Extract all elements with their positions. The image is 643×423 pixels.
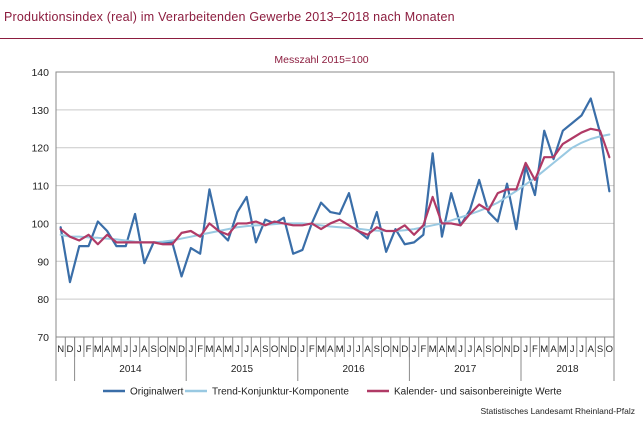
x-tick-label-2: J — [77, 344, 82, 355]
x-tick-label-0: N — [57, 344, 64, 355]
y-tick-label-120: 120 — [31, 143, 49, 155]
legend-label-3: Kalender- und saisonbereinigte Werte — [394, 387, 562, 398]
x-tick-label-39: F — [420, 344, 426, 355]
x-tick-label-40: M — [429, 344, 437, 355]
x-tick-label-19: J — [235, 344, 240, 355]
x-tick-label-14: J — [188, 344, 193, 355]
x-tick-label-28: M — [317, 344, 325, 355]
x-tick-label-3: F — [86, 344, 92, 355]
series-lines — [59, 97, 611, 284]
x-tick-label-44: J — [467, 344, 472, 355]
x-tick-label-42: M — [447, 344, 455, 355]
x-tick-label-6: M — [112, 344, 120, 355]
x-tick-label-23: O — [271, 344, 278, 355]
x-tick-label-7: J — [123, 344, 128, 355]
x-tick-label-12: N — [169, 344, 176, 355]
x-tick-label-48: N — [504, 344, 511, 355]
x-tick-label-47: O — [494, 344, 501, 355]
legend-label-2: Trend-Konjunktur-Komponente — [212, 387, 349, 398]
x-tick-label-36: N — [392, 344, 399, 355]
year-label-2018: 2018 — [556, 364, 579, 375]
y-tick-label-110: 110 — [32, 181, 49, 193]
series-line-2 — [59, 133, 611, 244]
plot-frame — [55, 71, 615, 338]
x-tick-label-45: A — [476, 344, 483, 355]
year-label-2017: 2017 — [454, 364, 477, 375]
x-tick-label-50: J — [523, 344, 528, 355]
title-rule — [0, 38, 643, 39]
y-tick-label-90: 90 — [37, 256, 49, 268]
x-tick-label-54: M — [559, 344, 567, 355]
x-tick-label-17: A — [216, 344, 223, 355]
x-tick-label-49: D — [513, 344, 520, 355]
y-tick-label-70: 70 — [37, 332, 49, 344]
x-tick-label-33: A — [364, 344, 371, 355]
x-tick-label-41: A — [439, 344, 446, 355]
series-line-1 — [59, 97, 611, 284]
gridlines — [56, 71, 614, 300]
y-tick-label-100: 100 — [31, 218, 49, 230]
x-tick-label-32: J — [356, 344, 361, 355]
year-label-2016: 2016 — [342, 364, 365, 375]
x-tick-label-21: A — [253, 344, 260, 355]
legend-label-1: Originalwert — [130, 387, 184, 398]
x-tick-label-31: J — [347, 344, 352, 355]
x-tick-label-13: D — [178, 344, 185, 355]
x-tick-label-55: J — [570, 344, 575, 355]
x-tick-label-59: O — [606, 344, 613, 355]
x-tick-label-22: S — [262, 344, 268, 355]
x-tick-label-56: J — [579, 344, 584, 355]
y-tick-label-130: 130 — [31, 105, 49, 117]
year-label-2014: 2014 — [119, 364, 142, 375]
x-tick-label-53: A — [550, 344, 557, 355]
x-tick-label-38: J — [412, 344, 417, 355]
plot-border — [55, 71, 615, 338]
year-label-2015: 2015 — [231, 364, 254, 375]
x-tick-label-37: D — [401, 344, 408, 355]
x-tick-label-29: A — [327, 344, 334, 355]
series-line-3 — [59, 127, 611, 246]
x-tick-label-57: A — [588, 344, 595, 355]
x-tick-label-20: J — [244, 344, 249, 355]
x-tick-label-25: D — [290, 344, 297, 355]
x-tick-label-15: F — [197, 344, 203, 355]
source-note: Statistisches Landesamt Rheinland-Pfalz — [480, 406, 636, 416]
x-tick-label-9: A — [141, 344, 148, 355]
x-tick-label-58: S — [597, 344, 603, 355]
x-tick-label-30: M — [336, 344, 344, 355]
x-tick-label-18: M — [224, 344, 232, 355]
x-tick-label-11: O — [159, 344, 166, 355]
chart-subtitle: Messzahl 2015=100 — [274, 54, 369, 66]
x-tick-label-35: O — [382, 344, 389, 355]
y-tick-label-140: 140 — [31, 67, 49, 79]
x-tick-label-24: N — [280, 344, 287, 355]
x-tick-label-10: S — [150, 344, 156, 355]
x-tick-label-1: D — [67, 344, 74, 355]
x-tick-label-34: S — [374, 344, 380, 355]
x-tick-label-52: M — [540, 344, 548, 355]
legend: Originalwert Trend-Konjunktur-Komponente K… — [103, 387, 562, 398]
x-tick-label-8: J — [133, 344, 138, 355]
x-tick-label-26: J — [300, 344, 305, 355]
x-tick-label-16: M — [205, 344, 213, 355]
x-tick-label-5: A — [104, 344, 111, 355]
x-tick-label-46: S — [485, 344, 491, 355]
x-tick-label-51: F — [532, 344, 538, 355]
chart-title: Produktionsindex (real) im Verarbeitende… — [4, 10, 455, 24]
x-tick-label-27: F — [309, 344, 315, 355]
x-tick-label-4: M — [94, 344, 102, 355]
x-tick-label-43: J — [458, 344, 463, 355]
y-tick-label-80: 80 — [37, 294, 49, 306]
